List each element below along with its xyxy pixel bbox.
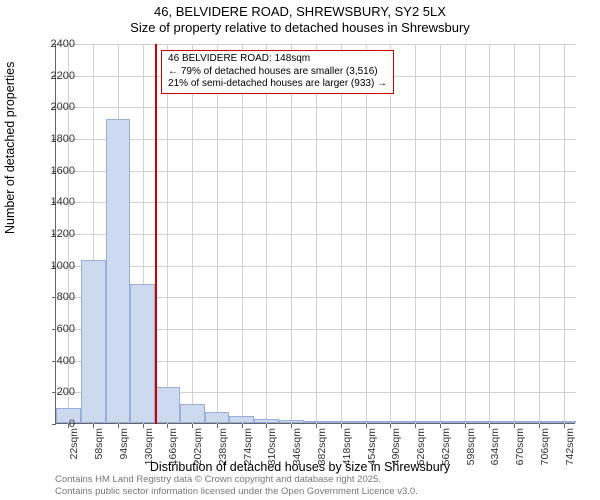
histogram-bar (551, 421, 576, 423)
attribution-text: Contains HM Land Registry data © Crown c… (55, 474, 418, 497)
histogram-bar (106, 119, 131, 423)
attribution-line2: Contains public sector information licen… (55, 486, 418, 497)
gridline-v (415, 44, 416, 424)
gridline-v (489, 44, 490, 424)
histogram-bar (304, 421, 329, 423)
y-axis-title: Number of detached properties (3, 62, 17, 234)
ytick-label: 800 (35, 291, 75, 303)
histogram-bar (353, 421, 378, 423)
histogram-bar (279, 420, 304, 423)
gridline-v (217, 44, 218, 424)
xtick-label: 58sqm (93, 428, 105, 460)
ytick-label: 2200 (35, 70, 75, 82)
xtick-label: 94sqm (118, 428, 130, 460)
histogram-bar (328, 421, 353, 423)
histogram-bar (526, 421, 551, 423)
histogram-bar (155, 387, 180, 423)
annotation-line: 46 BELVIDERE ROAD: 148sqm (168, 53, 387, 66)
histogram-bar (403, 421, 428, 423)
histogram-bar (229, 416, 254, 423)
histogram-bar (81, 260, 106, 423)
gridline-v (440, 44, 441, 424)
ytick-label: 400 (35, 355, 75, 367)
annotation-box: 46 BELVIDERE ROAD: 148sqm← 79% of detach… (161, 50, 394, 94)
ytick-label: 1200 (35, 228, 75, 240)
gridline-v (564, 44, 565, 424)
ytick-label: 600 (35, 323, 75, 335)
ytick-label: 2000 (35, 101, 75, 113)
attribution-line1: Contains HM Land Registry data © Crown c… (55, 474, 418, 485)
x-axis-title: Distribution of detached houses by size … (0, 460, 600, 474)
histogram-bar (130, 284, 155, 423)
gridline-v (366, 44, 367, 424)
gridline-v (167, 44, 168, 424)
histogram-bar (205, 412, 230, 423)
histogram-bar (502, 421, 527, 423)
reference-line (155, 44, 157, 424)
gridline-v (266, 44, 267, 424)
gridline-v (465, 44, 466, 424)
gridline-v (514, 44, 515, 424)
gridline-v (390, 44, 391, 424)
annotation-line: ← 79% of detached houses are smaller (3,… (168, 66, 387, 79)
histogram-bar (477, 421, 502, 423)
ytick-label: 0 (35, 418, 75, 430)
histogram-bar (254, 419, 279, 423)
gridline-v (192, 44, 193, 424)
page-title-line1: 46, BELVIDERE ROAD, SHREWSBURY, SY2 5LX (0, 4, 600, 20)
ytick-label: 1600 (35, 165, 75, 177)
ytick-label: 1000 (35, 260, 75, 272)
ytick-label: 200 (35, 386, 75, 398)
histogram-bar (427, 421, 452, 423)
ytick-label: 2400 (35, 38, 75, 50)
ytick-label: 1800 (35, 133, 75, 145)
annotation-line: 21% of semi-detached houses are larger (… (168, 78, 387, 91)
page-title-line2: Size of property relative to detached ho… (0, 20, 600, 36)
histogram-chart: 22sqm58sqm94sqm130sqm166sqm202sqm238sqm2… (55, 44, 575, 424)
gridline-v (291, 44, 292, 424)
gridline-v (539, 44, 540, 424)
ytick-label: 1400 (35, 196, 75, 208)
histogram-bar (378, 421, 403, 423)
histogram-bar (452, 421, 477, 423)
plot-area: 22sqm58sqm94sqm130sqm166sqm202sqm238sqm2… (55, 44, 575, 424)
gridline-v (341, 44, 342, 424)
histogram-bar (180, 404, 205, 423)
xtick-label: 22sqm (68, 428, 80, 460)
gridline-v (316, 44, 317, 424)
gridline-v (242, 44, 243, 424)
